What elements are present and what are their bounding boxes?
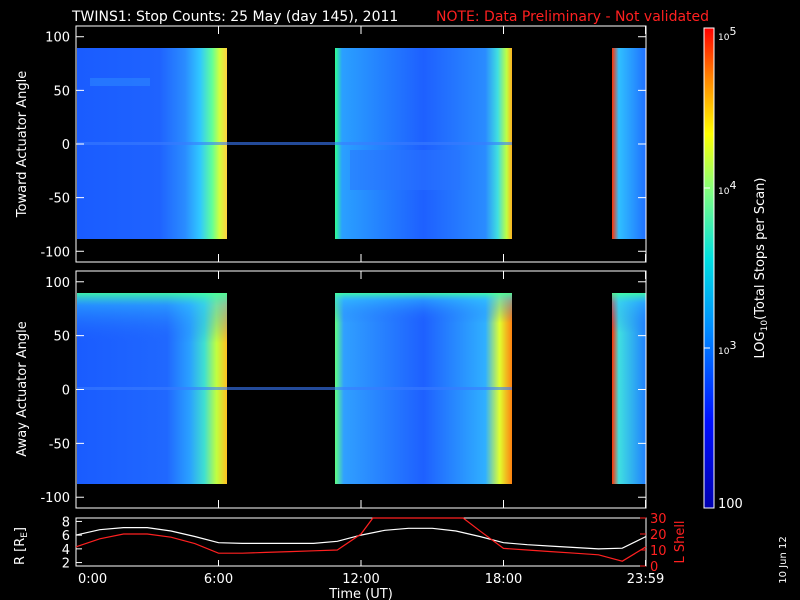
toward-zero-line — [77, 142, 512, 145]
toward-ytick-label: -50 — [49, 192, 70, 207]
toward-ytick-label: 0 — [62, 138, 70, 153]
away-zero-line — [77, 387, 512, 390]
lshell-label: L Shell — [673, 520, 688, 563]
radius-line — [75, 526, 647, 550]
colorbar-label-suffix: (Total Stops per Scan) — [753, 178, 768, 320]
orbit-ytick-label: 4 — [62, 543, 70, 558]
colorbar-tick-label: 105 — [718, 25, 736, 43]
lshell-ytick-label: 30 — [650, 512, 667, 527]
away-ytick-label: 50 — [53, 330, 70, 345]
lshell-line — [75, 517, 647, 562]
colorbar-tick-label: 103 — [718, 339, 736, 357]
orbit-xtick-label: 0:00 — [78, 572, 107, 587]
colorbar-label-sub: 10 — [760, 320, 770, 332]
orbit-xtick-label: 18:00 — [485, 572, 522, 587]
away-top-glow-1 — [77, 293, 227, 343]
colorbar-label-prefix: LOG — [753, 331, 768, 358]
xaxis-label: Time (UT) — [328, 587, 393, 600]
lshell-ytick-label: 20 — [650, 528, 667, 543]
toward-ylabel: Toward Actuator Angle — [15, 71, 30, 218]
colorbar-label: LOG10(Total Stops per Scan) — [753, 178, 770, 359]
orbit-xtick-label: 6:00 — [204, 572, 233, 587]
dynamic-marks: -100-50050100-100-50050100246801020300:0… — [40, 25, 742, 587]
preliminary-note: NOTE: Data Preliminary - Not validated — [436, 9, 709, 25]
orbit-xtick-label: 12:00 — [342, 572, 379, 587]
orbit-panel-frame — [75, 517, 647, 567]
away-top-glow-3 — [612, 293, 646, 333]
orbit-ytick-label: 2 — [62, 557, 70, 572]
date-stamp: 10 Jun 12 — [778, 536, 789, 583]
away-ytick-label: -50 — [49, 437, 70, 452]
toward-stripe-2 — [350, 150, 460, 190]
away-ylabel: Away Actuator Angle — [15, 321, 30, 456]
orbit-ytick-label: 6 — [62, 529, 70, 544]
toward-stripe-1 — [90, 78, 150, 86]
toward-panel: Toward Actuator Angle — [15, 25, 647, 263]
toward-ytick-label: 50 — [53, 84, 70, 99]
orbit-xtick-label: 23:59 — [627, 572, 664, 587]
colorbar-tick-label: 104 — [718, 179, 736, 197]
colorbar-tick-label: 100 — [718, 497, 743, 512]
away-ytick-label: 100 — [45, 276, 70, 291]
away-ytick-label: -100 — [40, 491, 70, 506]
toward-ytick-label: 100 — [45, 31, 70, 46]
lshell-ytick-label: 0 — [650, 560, 658, 575]
lshell-ytick-label: 10 — [650, 544, 667, 559]
orbit-panel: R [RE] L Shell Time (UT) — [13, 517, 688, 600]
orbit-ylabel-close: ] — [13, 527, 28, 532]
colorbar-gradient — [704, 28, 714, 508]
orbit-ylabel-main: R [R — [13, 538, 28, 565]
away-panel: Away Actuator Angle — [15, 270, 647, 509]
colorbar: LOG10(Total Stops per Scan) — [703, 27, 770, 509]
orbit-ylabel-sub: E — [20, 532, 30, 538]
away-ytick-label: 0 — [62, 384, 70, 399]
toward-ytick-label: -100 — [40, 245, 70, 260]
figure-title: TWINS1: Stop Counts: 25 May (day 145), 2… — [71, 9, 398, 25]
orbit-ylabel: R [RE] — [13, 527, 30, 565]
orbit-ytick-label: 8 — [62, 515, 70, 530]
away-top-glow-2 — [335, 293, 512, 323]
